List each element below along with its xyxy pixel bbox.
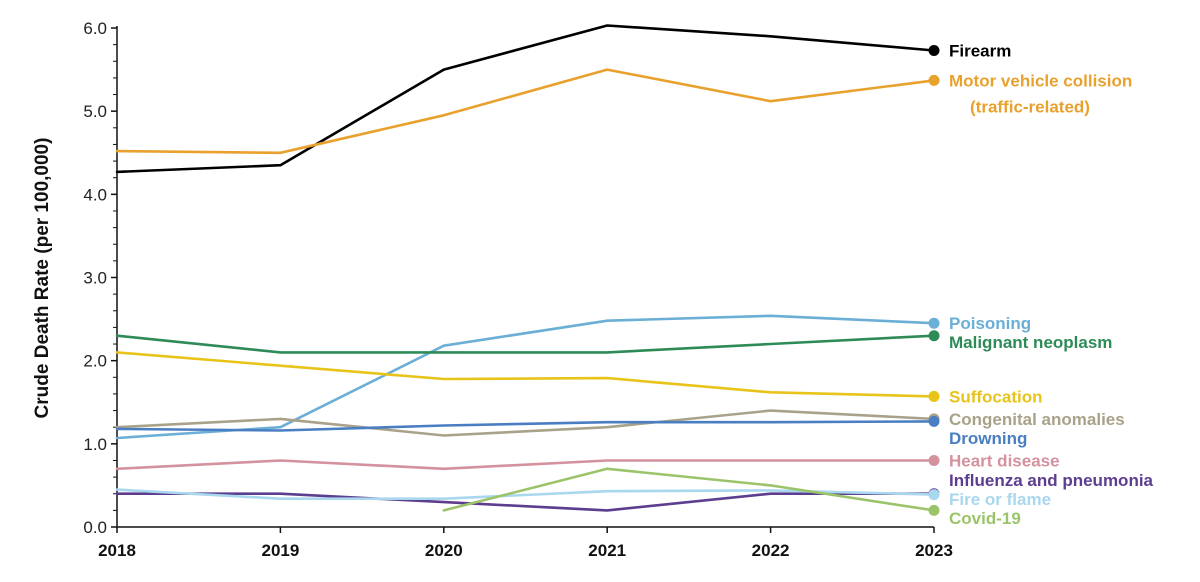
series-label-line: Poisoning xyxy=(949,314,1031,333)
series-label-line: Drowning xyxy=(949,429,1027,448)
y-axis-title: Crude Death Rate (per 100,000) xyxy=(32,138,53,419)
series-label-line: Malignant neoplasm xyxy=(949,333,1112,352)
series-label-line: Congenital anomalies xyxy=(949,410,1125,429)
series-label-covid-19: Covid-19 xyxy=(949,509,1021,528)
series-label-poisoning: Poisoning xyxy=(949,314,1031,333)
series-end-marker-heart-disease xyxy=(928,454,940,466)
y-tick-label: 5.0 xyxy=(83,102,107,121)
series-end-marker-firearm xyxy=(928,44,940,56)
series-line-poisoning xyxy=(115,314,936,440)
series-end-marker-malignant-neoplasm xyxy=(928,330,940,342)
y-tick-label: 4.0 xyxy=(83,185,107,204)
series-end-marker-motor-vehicle-collision-traffic-related xyxy=(928,74,940,86)
axes: 0.0 1.0 2.0 3.0 4.0 5.0 6.0 2018 2019 2020 2021 202… xyxy=(83,19,953,560)
series-line-congenital-anomalies xyxy=(115,409,936,437)
series-line-suffocation xyxy=(115,351,936,398)
y-tick-label: 3.0 xyxy=(83,269,107,288)
y-tick-label: 1.0 xyxy=(83,435,107,454)
series-label-heart-disease: Heart disease xyxy=(949,451,1060,470)
series-label-line: Influenza and pneumonia xyxy=(949,471,1154,490)
series-end-markers xyxy=(928,44,940,516)
series-line-motor-vehicle-collision-traffic-related xyxy=(115,68,936,155)
x-tick-label: 2018 xyxy=(98,541,136,560)
series-line-firearm xyxy=(115,24,936,174)
series-label-motor-vehicle-collision-traffic-related: Motor vehicle collision (traffic-related) xyxy=(949,71,1132,116)
series-end-marker-drowning xyxy=(928,415,940,427)
series-label-congenital-anomalies: Congenital anomalies xyxy=(949,410,1125,429)
series-label-line: Suffocation xyxy=(949,387,1043,406)
x-tick-label: 2023 xyxy=(915,541,953,560)
y-tick-label: 2.0 xyxy=(83,352,107,371)
series-label-line: Fire or flame xyxy=(949,490,1051,509)
series-label-suffocation: Suffocation xyxy=(949,387,1043,406)
series-line-fire-or-flame xyxy=(115,488,936,501)
x-tick-label: 2019 xyxy=(261,541,299,560)
series-label-line: (traffic-related) xyxy=(970,97,1090,116)
series-labels: Firearm Motor vehicle collision (traffic-r… xyxy=(949,41,1154,528)
series-line-drowning xyxy=(115,420,936,432)
y-tick-label: 6.0 xyxy=(83,19,107,38)
series-label-line: Covid-19 xyxy=(949,509,1021,528)
series-line-heart-disease xyxy=(115,459,936,471)
series-label-malignant-neoplasm: Malignant neoplasm xyxy=(949,333,1112,352)
series-label-influenza-and-pneumonia: Influenza and pneumonia xyxy=(949,471,1154,490)
series-label-line: Heart disease xyxy=(949,451,1060,470)
x-tick-label: 2020 xyxy=(425,541,463,560)
series-end-marker-poisoning xyxy=(928,317,940,329)
series-end-marker-covid-19 xyxy=(928,504,940,516)
series-label-line: Firearm xyxy=(949,41,1011,60)
series-line-covid-19 xyxy=(442,467,936,512)
y-tick-label: 0.0 xyxy=(83,518,107,537)
series-line-influenza-and-pneumonia xyxy=(115,492,936,512)
series-label-drowning: Drowning xyxy=(949,429,1027,448)
series-line-malignant-neoplasm xyxy=(115,334,936,354)
x-tick-label: 2022 xyxy=(752,541,790,560)
series-label-fire-or-flame: Fire or flame xyxy=(949,490,1051,509)
series-label-firearm: Firearm xyxy=(949,41,1011,60)
series-lines xyxy=(115,24,936,512)
x-tick-label: 2021 xyxy=(588,541,626,560)
series-end-marker-suffocation xyxy=(928,390,940,402)
series-end-marker-fire-or-flame xyxy=(928,489,940,501)
series-label-line: Motor vehicle collision xyxy=(949,71,1132,90)
